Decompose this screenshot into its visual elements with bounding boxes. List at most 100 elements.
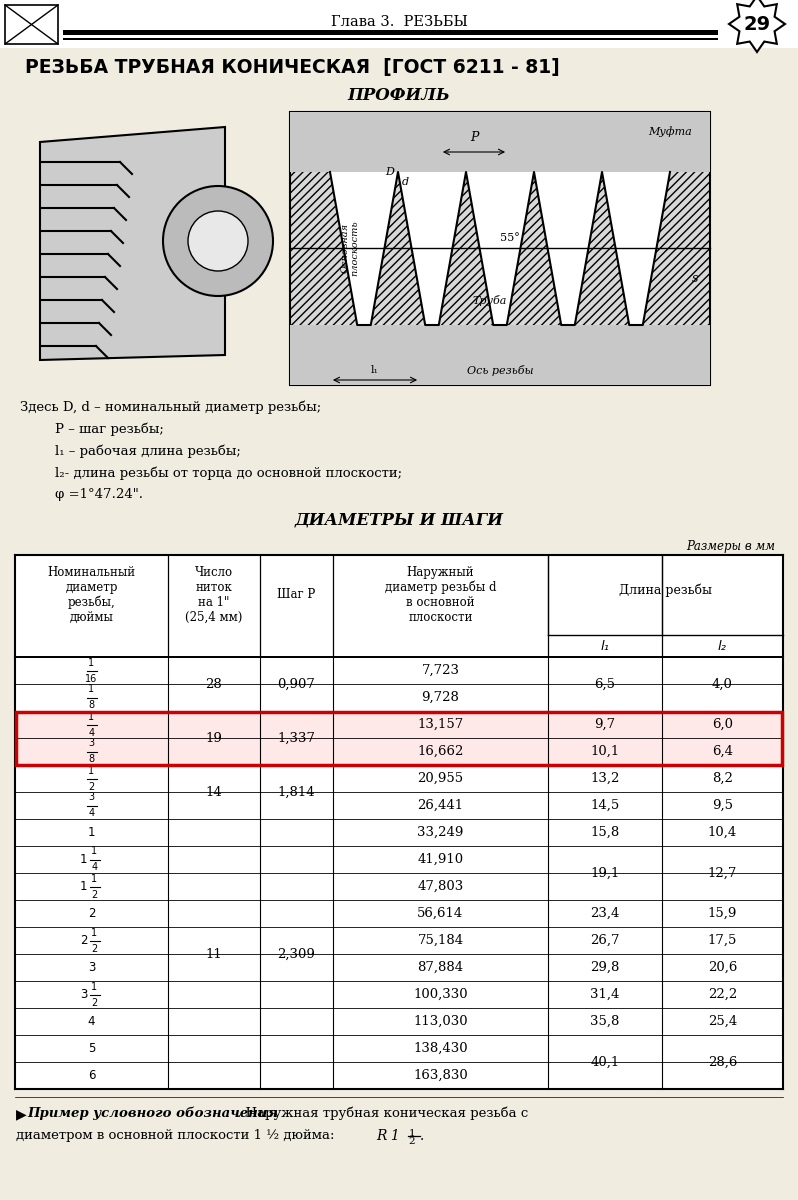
Text: ДИАМЕТРЫ И ШАГИ: ДИАМЕТРЫ И ШАГИ: [294, 511, 504, 528]
Text: 14,5: 14,5: [591, 799, 619, 812]
Text: 3: 3: [80, 988, 87, 1001]
Text: 2: 2: [80, 934, 87, 947]
Text: 8: 8: [89, 701, 94, 710]
Text: 20,955: 20,955: [417, 772, 464, 785]
Text: 2: 2: [92, 943, 97, 954]
Text: Здесь D, d – номинальный диаметр резьбы;: Здесь D, d – номинальный диаметр резьбы;: [20, 400, 322, 414]
Text: 40,1: 40,1: [591, 1056, 619, 1068]
Text: 10,1: 10,1: [591, 745, 619, 758]
Text: 16,662: 16,662: [417, 745, 464, 758]
Bar: [63, 30, 718, 35]
Text: 4: 4: [89, 809, 94, 818]
Text: 25,4: 25,4: [708, 1015, 737, 1028]
Text: 11: 11: [206, 948, 223, 960]
Text: 113,030: 113,030: [413, 1015, 468, 1028]
Text: 2: 2: [88, 907, 95, 920]
Polygon shape: [40, 127, 225, 360]
Text: 2: 2: [89, 781, 95, 792]
Text: 31,4: 31,4: [591, 988, 620, 1001]
Text: РЕЗЬБА ТРУБНАЯ КОНИЧЕСКАЯ  [ГОСТ 6211 - 81]: РЕЗЬБА ТРУБНАЯ КОНИЧЕСКАЯ [ГОСТ 6211 - 8…: [25, 59, 559, 78]
Text: 3: 3: [89, 792, 94, 803]
Text: Ось резьбы: Ось резьбы: [467, 365, 533, 376]
Bar: [15, 684, 783, 710]
Text: 28: 28: [206, 678, 223, 690]
Text: 1: 1: [92, 846, 97, 857]
Text: 28,6: 28,6: [708, 1056, 737, 1068]
Bar: [15, 1034, 783, 1062]
Text: R 1: R 1: [376, 1129, 400, 1142]
Text: 26,441: 26,441: [417, 799, 464, 812]
Text: l₁ – рабочая длина резьбы;: l₁ – рабочая длина резьбы;: [55, 444, 241, 457]
Text: 1,337: 1,337: [278, 732, 315, 744]
Text: 6,4: 6,4: [712, 745, 733, 758]
Text: 1,814: 1,814: [278, 786, 315, 798]
Text: 1: 1: [92, 928, 97, 937]
Text: 35,8: 35,8: [591, 1015, 620, 1028]
Bar: [15, 792, 783, 818]
Bar: [290, 112, 710, 385]
Text: 29: 29: [744, 14, 771, 34]
Text: Длина резьбы: Длина резьбы: [619, 583, 712, 596]
Text: 2: 2: [92, 889, 97, 900]
Text: Число
ниток
на 1"
(25,4 мм): Число ниток на 1" (25,4 мм): [185, 566, 243, 624]
Text: 41,910: 41,910: [417, 853, 464, 866]
Text: 2: 2: [408, 1138, 415, 1146]
Text: 1: 1: [80, 853, 87, 866]
Text: Номинальный
диаметр
резьбы,
дюймы: Номинальный диаметр резьбы, дюймы: [47, 565, 136, 624]
Text: 1: 1: [89, 766, 94, 775]
Text: Труба: Труба: [472, 294, 508, 306]
Text: 4: 4: [88, 1015, 95, 1028]
Text: 2: 2: [92, 997, 97, 1008]
Text: 15,9: 15,9: [708, 907, 737, 920]
Text: . Наружная трубная коническая резьба с: . Наружная трубная коническая резьба с: [237, 1106, 528, 1121]
Text: D: D: [385, 167, 394, 176]
Text: 26,7: 26,7: [591, 934, 620, 947]
Bar: [15, 954, 783, 982]
Text: 3: 3: [89, 738, 94, 749]
Text: 47,803: 47,803: [417, 880, 464, 893]
Text: 4: 4: [89, 727, 94, 738]
Bar: [15, 1062, 783, 1090]
Text: l₂: l₂: [718, 640, 727, 653]
Bar: [5, 5, 58, 44]
Text: .: .: [420, 1129, 425, 1142]
Text: P: P: [470, 131, 478, 144]
Text: 8,2: 8,2: [712, 772, 733, 785]
Bar: [290, 112, 710, 172]
Text: диаметром в основной плоскости 1 ½ дюйма:: диаметром в основной плоскости 1 ½ дюйма…: [16, 1129, 343, 1142]
Text: 9,5: 9,5: [712, 799, 733, 812]
Bar: [15, 874, 783, 900]
Text: 1: 1: [409, 1129, 416, 1138]
Text: 1: 1: [89, 712, 94, 721]
Polygon shape: [729, 0, 785, 52]
Text: 4,0: 4,0: [712, 678, 733, 690]
Bar: [15, 1008, 783, 1034]
Text: Основная
плоскость: Основная плоскость: [340, 220, 360, 276]
Bar: [0, 0, 798, 48]
Text: 12,7: 12,7: [708, 866, 737, 880]
Text: 20,6: 20,6: [708, 961, 737, 974]
Text: 56,614: 56,614: [417, 907, 464, 920]
Bar: [16, 712, 782, 764]
Text: 5: 5: [88, 1042, 95, 1055]
Bar: [15, 710, 783, 738]
Text: Глава 3.  РЕЗЬБЫ: Глава 3. РЕЗЬБЫ: [330, 14, 468, 29]
Text: 19: 19: [206, 732, 223, 744]
Circle shape: [163, 186, 273, 296]
Text: 23,4: 23,4: [591, 907, 620, 920]
Text: 13,2: 13,2: [591, 772, 620, 785]
Text: 15,8: 15,8: [591, 826, 619, 839]
Text: 6: 6: [88, 1069, 95, 1082]
Text: 14: 14: [206, 786, 223, 798]
Text: Муфта: Муфта: [648, 127, 692, 137]
Text: P – шаг резьбы;: P – шаг резьбы;: [55, 422, 164, 436]
Text: 17,5: 17,5: [708, 934, 737, 947]
Text: Наружный
диаметр резьбы d
в основной
плоскости: Наружный диаметр резьбы d в основной пло…: [385, 565, 496, 624]
Text: 1: 1: [80, 880, 87, 893]
Bar: [15, 554, 783, 658]
Text: 6,0: 6,0: [712, 718, 733, 731]
Text: 6,5: 6,5: [595, 678, 615, 690]
Text: Шаг P: Шаг P: [278, 588, 316, 601]
Text: 75,184: 75,184: [417, 934, 464, 947]
Bar: [15, 900, 783, 926]
